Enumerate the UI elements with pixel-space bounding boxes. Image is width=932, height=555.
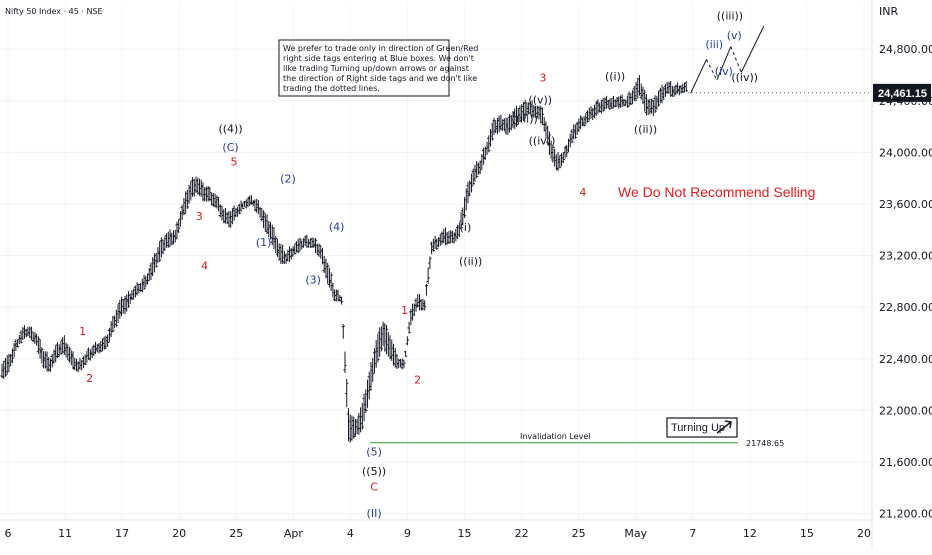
invalidation-level-text: Invalidation Level bbox=[520, 432, 590, 441]
grid bbox=[0, 4, 872, 520]
price-tick-label: 23,200.00 bbox=[879, 250, 932, 263]
note-box bbox=[278, 39, 450, 97]
price-tick-label: 23,600.00 bbox=[879, 198, 932, 211]
wave-label: 1 bbox=[401, 304, 408, 317]
wave-label: 2 bbox=[414, 373, 421, 386]
wave-label: 1 bbox=[79, 325, 86, 338]
wave-label: ((iii)) bbox=[511, 113, 537, 126]
note-line-3: like trading Turning up/down arrows or a… bbox=[283, 64, 469, 73]
time-tick-label: 20 bbox=[857, 527, 871, 540]
wave-label: (iii) bbox=[705, 38, 723, 51]
projection-segment bbox=[716, 46, 732, 81]
price-bars bbox=[0, 75, 872, 443]
wave-labels: 1 2 3 4 5(C) ((4)) (1) (2) (3) (4) 1 2 (5) ((5)) C (II)… bbox=[79, 9, 758, 519]
price-tick-label: 22,400.00 bbox=[879, 353, 932, 366]
wave-label: (C) bbox=[222, 141, 238, 154]
wave-label: (4) bbox=[329, 220, 345, 233]
projection-segment bbox=[730, 46, 742, 73]
wave-label: ((iv)) bbox=[529, 135, 556, 148]
chart-title: Nifty 50 Index · 45 · NSE bbox=[5, 7, 103, 16]
last-price-value: 24,461.15 bbox=[878, 88, 927, 100]
wave-label: (II) bbox=[367, 507, 382, 520]
projection-path bbox=[690, 25, 765, 94]
wave-label: 5 bbox=[231, 155, 238, 168]
last-price-badge: 24,461.15 bbox=[873, 83, 931, 102]
projection-segment bbox=[690, 59, 707, 94]
invalidation-line: Invalidation Level 21748.65 bbox=[370, 432, 784, 448]
wave-label: (i) bbox=[460, 221, 472, 234]
note-line-2: right side tags entering at Blue boxes. … bbox=[283, 54, 474, 63]
price-axis[interactable]: INR 24,800.0024,400.0024,000.0023,600.00… bbox=[871, 0, 932, 550]
time-tick-label: 17 bbox=[115, 527, 129, 540]
wave-label: 4 bbox=[579, 186, 586, 199]
invalidation-value-text: 21748.65 bbox=[746, 439, 784, 448]
wave-label: (v) bbox=[727, 29, 742, 42]
time-tick-label: 20 bbox=[172, 527, 186, 540]
wave-label: ((4)) bbox=[218, 122, 242, 135]
time-ticks: 6 11 17 20 25 Apr 4 9 15 22 25 May 7 12 15 20 bbox=[5, 527, 872, 540]
wave-label: (iv) bbox=[715, 65, 733, 78]
wave-label: ((v)) bbox=[528, 93, 552, 106]
note-line-1: We prefer to trade only in direction of … bbox=[283, 44, 478, 53]
wave-label: ((ii)) bbox=[459, 255, 482, 268]
time-tick-label: 7 bbox=[689, 527, 696, 540]
wave-label: 3 bbox=[196, 210, 203, 223]
time-axis[interactable]: 6 11 17 20 25 Apr 4 9 15 22 25 May 7 12 15 20 bbox=[0, 519, 872, 540]
strategy-note: We prefer to trade only in direction of … bbox=[278, 39, 478, 97]
wave-label: C bbox=[370, 480, 378, 493]
turning-up-box: Turning Up bbox=[666, 417, 738, 438]
note-line-4: the direction of Right side tags and we … bbox=[283, 74, 477, 83]
arrow-up-right-icon bbox=[716, 420, 732, 434]
price-tick-label: 22,000.00 bbox=[879, 404, 932, 417]
time-tick-label: 15 bbox=[800, 527, 814, 540]
recommendation-text: We Do Not Recommend Selling bbox=[618, 184, 815, 200]
projection-segment bbox=[740, 25, 765, 73]
wave-label: (5) bbox=[366, 446, 382, 459]
time-tick-label: 12 bbox=[743, 527, 757, 540]
time-tick-label: 4 bbox=[347, 527, 354, 540]
price-tick-label: 22,800.00 bbox=[879, 301, 932, 314]
wave-label: (3) bbox=[305, 273, 321, 286]
time-tick-label: 6 bbox=[5, 527, 12, 540]
wave-label: 4 bbox=[201, 260, 208, 273]
price-tick-label: 21,200.00 bbox=[879, 508, 932, 521]
time-tick-label: 15 bbox=[458, 527, 472, 540]
wave-label: ((5)) bbox=[362, 465, 386, 478]
currency-label: INR bbox=[879, 5, 898, 18]
last-price-box bbox=[873, 83, 931, 102]
projection-segment bbox=[705, 59, 718, 81]
time-tick-label: Apr bbox=[284, 527, 304, 540]
wave-label: ((iii)) bbox=[717, 9, 743, 22]
wave-label: (1) bbox=[256, 236, 272, 249]
wave-label: 3 bbox=[539, 71, 546, 84]
price-tick-label: 24,000.00 bbox=[879, 146, 932, 159]
price-tick-label: 21,600.00 bbox=[879, 456, 932, 469]
price-tick-label: 24,800.00 bbox=[879, 43, 932, 56]
time-tick-label: 11 bbox=[58, 527, 72, 540]
turning-up-frame bbox=[666, 417, 738, 438]
wave-label: ((ii)) bbox=[634, 123, 657, 136]
wave-label: ((iv)) bbox=[731, 71, 758, 84]
time-tick-label: 22 bbox=[515, 527, 529, 540]
time-tick-label: 25 bbox=[229, 527, 243, 540]
time-tick-label: 25 bbox=[572, 527, 586, 540]
time-tick-label: May bbox=[624, 527, 647, 540]
wave-label: (2) bbox=[280, 173, 296, 186]
wave-label: ((i)) bbox=[605, 70, 625, 83]
note-line-5: trading the dotted lines. bbox=[283, 84, 380, 93]
turning-up-label: Turning Up bbox=[671, 422, 725, 434]
time-tick-label: 9 bbox=[404, 527, 411, 540]
wave-label: 2 bbox=[86, 372, 93, 385]
